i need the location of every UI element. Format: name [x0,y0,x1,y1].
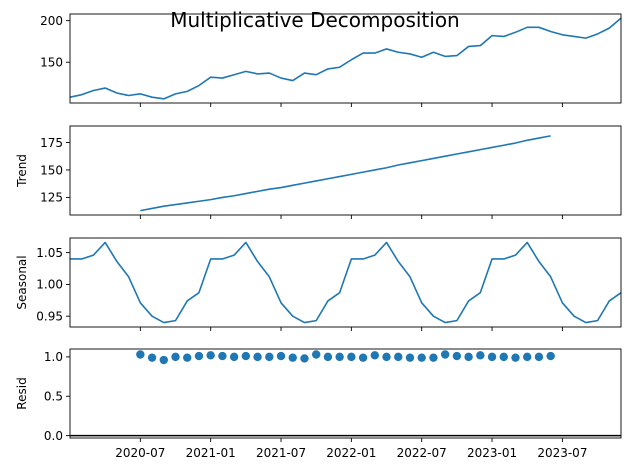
resid-point [265,352,274,362]
resid-point [511,353,520,362]
resid-point [206,351,215,360]
resid-point [417,353,426,362]
trend-ylabel: Trend [15,154,29,188]
xtick-label: 2020-07 [115,446,165,460]
resid-point [370,351,380,360]
resid-point [452,351,462,361]
seasonal-ylabel: Seasonal [15,255,29,309]
resid-point [476,351,485,360]
panel-observed: 150 200 [40,13,622,107]
panel-trend: 125 150 175 Trend [15,125,622,219]
xtick-label: 2023-01 [467,446,517,460]
seasonal-ytick-label: 0.95 [36,309,63,323]
trend-ytick-label: 150 [40,163,63,177]
resid-point [147,353,157,362]
xtick-label: 2022-01 [326,446,376,460]
resid-point [253,352,262,362]
resid-point [487,352,497,362]
seasonal-ytick-label: 1.05 [36,246,63,260]
resid-point [405,353,415,362]
resid-point [171,352,180,362]
trend-ytick-label: 175 [40,136,63,150]
resid-point [300,354,309,363]
resid-point [229,352,239,362]
seasonal-ytick-label: 1.00 [36,278,63,292]
resid-point [311,350,321,359]
resid-point [159,355,168,365]
seasonal-series-line [70,241,622,324]
resid-axes-frame [69,348,622,439]
resid-point [335,352,344,362]
seasonal-axes-frame [69,237,622,328]
panel-seasonal: 0.95 1.00 1.05 Seasonal [15,237,622,331]
resid-ytick-label: 0.5 [44,390,63,404]
resid-point [276,351,286,361]
observed-axes-frame [69,13,622,104]
trend-axes-frame [69,125,622,216]
resid-point [546,351,555,361]
observed-ytick-label: 200 [40,14,63,28]
panels: 150 200 125 150 175 Trend 0.95 1.00 1.05 Seasonal… [15,13,622,460]
resid-ylabel: Resid [15,377,29,409]
resid-point [440,350,450,359]
resid-point [382,352,391,362]
panel-resid: 0.0 0.5 1.0 2020-07 2021-01 2021-07 2022-01 202… [15,348,622,460]
resid-point [499,352,508,362]
resid-point [429,353,438,362]
resid-point [323,352,333,362]
resid-point [183,353,192,362]
trend-series-line [140,135,551,212]
xtick-label: 2021-07 [256,446,306,460]
resid-point [534,352,544,362]
resid-ytick-label: 1.0 [44,350,63,364]
observed-series-line [69,17,622,100]
xtick-label: 2021-01 [186,446,236,460]
resid-ytick-label: 0.0 [44,429,63,443]
chart-title: Multiplicative Decomposition [170,8,459,32]
resid-point [464,352,473,362]
resid-point [394,352,403,362]
resid-point [523,352,532,362]
resid-point [347,352,356,362]
resid-point [218,351,227,361]
resid-point [288,353,297,362]
observed-ytick-label: 150 [40,56,63,70]
xtick-label: 2023-07 [537,446,587,460]
resid-point [241,351,251,361]
xtick-label: 2022-07 [397,446,447,460]
resid-point [358,353,368,362]
resid-point [194,351,204,361]
resid-point [136,350,145,359]
trend-ytick-label: 125 [40,191,63,205]
